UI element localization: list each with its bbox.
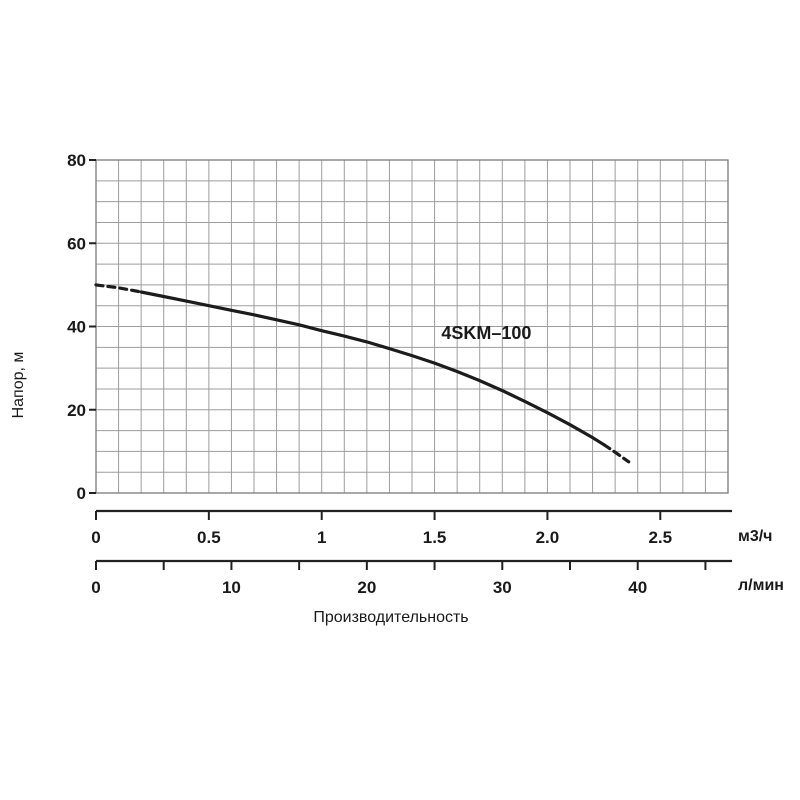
x-axis-title: Производительность <box>313 609 468 626</box>
pump-curve-dashed-start <box>94 283 143 294</box>
y-tick-label: 40 <box>67 318 86 337</box>
x-scale-m3h-label: 1.5 <box>423 528 447 547</box>
x-scale-lmin-label: 20 <box>357 578 376 597</box>
x-scale-lmin-unit: л/мин <box>738 577 784 594</box>
x-scale-lmin-label: 10 <box>222 578 241 597</box>
x-scale-m3h-unit: м3/ч <box>738 528 772 545</box>
y-tick-label: 60 <box>67 234 86 253</box>
x-scale-m3h-label: 0.5 <box>197 528 221 547</box>
x-scale-m3h-label: 2.5 <box>648 528 672 547</box>
curve-label: 4SKM–100 <box>441 323 531 343</box>
x-scale-lmin-label: 30 <box>493 578 512 597</box>
pump-curve <box>139 290 606 447</box>
x-scale-m3h-label: 1 <box>317 528 326 547</box>
x-scale-m3h-label: 2.0 <box>536 528 560 547</box>
y-tick-label: 80 <box>67 151 86 170</box>
y-tick-label: 20 <box>67 401 86 420</box>
x-scale-lmin-label: 40 <box>628 578 647 597</box>
pump-curve-dashed-end <box>602 443 631 464</box>
x-scale-lmin-label: 0 <box>91 578 100 597</box>
x-scale-m3h-label: 0 <box>91 528 100 547</box>
y-tick-label: 0 <box>77 484 86 503</box>
y-axis-title: Напор, м <box>10 352 27 419</box>
